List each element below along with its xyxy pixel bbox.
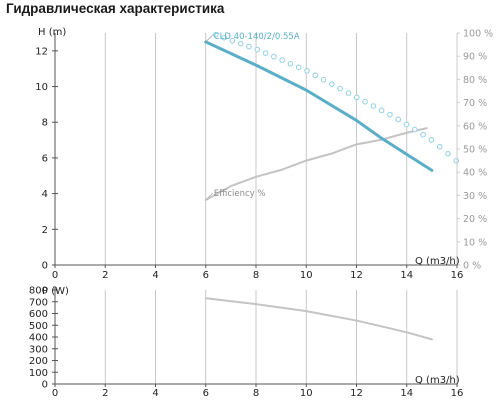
- efficiency-tick-label: 30 %: [463, 191, 487, 202]
- bottom-axes: [52, 286, 458, 387]
- bottom-series-layer: [204, 297, 433, 341]
- top-grid: [104, 33, 458, 265]
- dotted-curve-point: [213, 31, 219, 38]
- head-tick-label: 2: [42, 225, 48, 236]
- top-x-tick-label: 16: [451, 270, 464, 281]
- bottom-grid: [104, 290, 458, 384]
- efficiency-tick-label: 90 %: [463, 52, 487, 63]
- dotted-curve-point: [287, 60, 294, 67]
- head-series-label: CLD 40-140/2/0.55A: [214, 32, 300, 42]
- top-x-tick-label: 2: [102, 270, 108, 281]
- dotted-curve-point: [362, 98, 368, 105]
- power-tick-label: 300: [29, 344, 48, 355]
- dotted-curve-point: [453, 158, 460, 164]
- dotted-curve-point: [295, 64, 302, 71]
- power-tick-label: 800: [29, 286, 48, 297]
- head-label-leader: [205, 34, 213, 43]
- dotted-curve-point: [436, 143, 443, 150]
- dotted-curve-point: [229, 37, 236, 44]
- head-tick-label: 8: [42, 118, 48, 129]
- dotted-curve-point: [403, 121, 410, 128]
- dotted-curve-point: [387, 111, 393, 118]
- power-tick-label: 400: [29, 333, 48, 344]
- efficiency-tick-label: 60 %: [463, 121, 487, 132]
- dotted-curve-point: [221, 34, 227, 41]
- bottom-x-tick-label: 8: [253, 388, 259, 399]
- efficiency-curve: [204, 127, 428, 202]
- top-tick-labels: 0 2 4 6 8 10 12 0 2 4 6 8 10 12 14 160 % 10 % 20 % 30 % 40 …: [35, 29, 493, 282]
- dotted-curve-point: [312, 72, 319, 79]
- efficiency-label-leader: [205, 192, 213, 201]
- top-x-tick-label: 6: [203, 270, 209, 281]
- bottom-x-axis-label: Q (m3/h): [415, 375, 460, 386]
- head-axis-label: H (m): [38, 27, 66, 38]
- head-curve: [204, 40, 434, 172]
- top-x-tick-label: 14: [400, 270, 413, 281]
- efficiency-tick-label: 70 %: [463, 98, 487, 109]
- bottom-x-tick-label: 4: [152, 388, 158, 399]
- dotted-curve-point: [279, 57, 285, 63]
- efficiency-tick-label: 50 %: [463, 145, 487, 156]
- dotted-curve-point: [304, 68, 310, 74]
- dotted-curve-point: [353, 94, 360, 101]
- dotted-curve-point: [254, 46, 261, 53]
- dotted-curve-point: [411, 126, 418, 133]
- efficiency-tick-label: 20 %: [463, 214, 487, 225]
- power-tick-label: 500: [29, 321, 48, 332]
- dotted-curve-point: [345, 90, 352, 96]
- dotted-curve-point: [378, 107, 385, 114]
- dotted-curve-point: [428, 136, 435, 143]
- power-tick-label: 600: [29, 309, 48, 320]
- bottom-x-tick-label: 12: [350, 388, 363, 399]
- top-x-tick-label: 0: [52, 270, 58, 281]
- top-x-axis-label: Q (m3/h): [415, 256, 460, 267]
- efficiency-tick-label: 10 %: [463, 237, 487, 248]
- power-tick-label: 100: [29, 368, 48, 379]
- bottom-x-tick-label: 2: [102, 388, 108, 399]
- power-axis-label: P (W): [42, 286, 69, 297]
- efficiency-tick-label: 40 %: [463, 168, 487, 179]
- bottom-x-tick-label: 14: [400, 388, 413, 399]
- dotted-curve-point: [271, 53, 277, 60]
- dotted-curve-point: [445, 150, 451, 157]
- top-x-tick-label: 4: [152, 270, 158, 281]
- head-tick-label: 0: [42, 261, 48, 272]
- bottom-x-tick-label: 16: [451, 388, 464, 399]
- dotted-curve-point: [329, 81, 335, 87]
- top-x-tick-label: 12: [350, 270, 363, 281]
- dotted-curve-point: [370, 103, 377, 109]
- head-tick-label: 10: [35, 82, 48, 93]
- efficiency-tick-label: 0 %: [463, 261, 481, 272]
- efficiency-tick-label: 80 %: [463, 75, 487, 86]
- power-tick-label: 700: [29, 297, 48, 308]
- top-series-layer: [204, 31, 460, 202]
- power-tick-label: 200: [29, 356, 48, 367]
- head-efficiency-chart: 0 2 4 6 8 10 12 0 2 4 6 8 10 12 14 160 % 10 % 20 % 30 % 40 …: [35, 27, 493, 281]
- head-tick-label: 4: [42, 189, 48, 200]
- dotted-curve-point: [262, 50, 269, 56]
- top-axes: [52, 32, 460, 268]
- bottom-x-tick-label: 6: [203, 388, 209, 399]
- page-title: Гидравлическая характеристика: [6, 1, 225, 16]
- head-tick-label: 12: [35, 46, 48, 57]
- efficiency-series-label: Efficiency %: [214, 189, 266, 199]
- dotted-curve-point: [337, 85, 343, 92]
- power-tick-label: 0: [42, 380, 48, 391]
- top-x-tick-label: 10: [300, 270, 313, 281]
- dotted-curve-point: [420, 131, 426, 138]
- head-tick-label: 6: [42, 153, 48, 164]
- dotted-curve-point: [395, 116, 402, 123]
- efficiency-tick-label: 100 %: [463, 29, 493, 40]
- dotted-curve-point: [320, 76, 327, 83]
- dotted-curve-point: [246, 43, 252, 50]
- bottom-x-tick-label: 0: [52, 388, 58, 399]
- dotted-curve-point: [237, 40, 244, 47]
- top-x-tick-label: 8: [253, 270, 259, 281]
- bottom-x-tick-label: 10: [300, 388, 313, 399]
- power-curve: [204, 297, 433, 341]
